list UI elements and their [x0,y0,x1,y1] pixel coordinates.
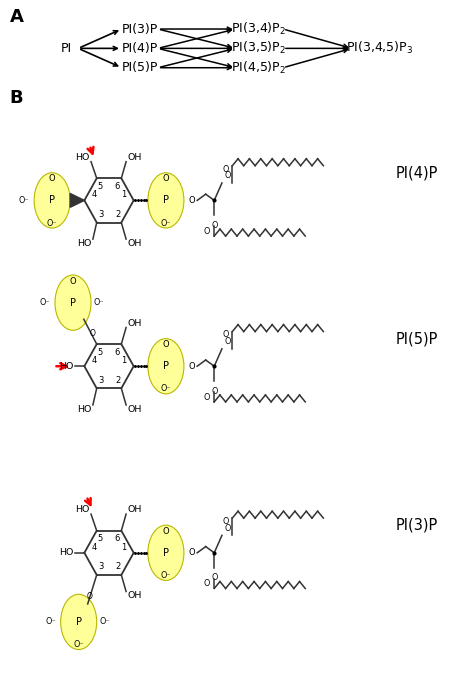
Text: B: B [9,89,23,107]
Text: O: O [70,276,76,285]
Text: HO: HO [77,405,91,414]
Text: 1: 1 [121,542,127,552]
Text: O: O [163,340,169,349]
Text: PI(3,5)P$_2$: PI(3,5)P$_2$ [231,40,286,57]
Text: P: P [163,548,169,558]
Ellipse shape [148,339,184,394]
Text: O: O [223,164,229,173]
Text: O: O [87,592,93,601]
Text: 5: 5 [98,182,103,191]
Text: O: O [189,361,195,371]
Polygon shape [70,193,84,207]
Text: P: P [163,361,169,371]
Text: 6: 6 [115,534,120,544]
Text: 5: 5 [98,348,103,357]
Text: O: O [189,548,195,558]
Text: O: O [224,337,231,346]
Text: O⁻: O⁻ [40,298,50,307]
Text: P: P [163,196,169,205]
Text: HO: HO [59,548,73,558]
Text: O: O [163,527,169,536]
Text: O⁻: O⁻ [73,640,84,649]
Ellipse shape [55,275,91,330]
Text: PI: PI [61,42,72,55]
Text: 4: 4 [91,190,97,200]
Ellipse shape [61,594,97,650]
Text: 5: 5 [98,534,103,544]
Text: 6: 6 [115,182,120,191]
Text: 6: 6 [115,348,120,357]
Text: O: O [203,227,210,236]
Text: O: O [223,517,229,526]
Text: O⁻: O⁻ [100,617,110,627]
Text: O: O [189,196,195,205]
Text: O⁻: O⁻ [161,218,171,227]
Text: PI(4)P: PI(4)P [122,42,158,55]
Text: OH: OH [128,405,142,414]
Text: OH: OH [128,153,142,162]
Text: O: O [211,387,218,396]
Text: 4: 4 [91,356,97,366]
Text: 3: 3 [98,562,103,571]
Text: 2: 2 [115,562,120,571]
Text: P: P [70,298,76,307]
Text: 3: 3 [98,209,103,219]
Text: HO: HO [59,361,73,371]
Text: OH: OH [128,591,142,600]
Text: 2: 2 [115,375,120,385]
Text: O⁻: O⁻ [19,196,29,205]
Text: O: O [203,392,210,401]
Text: O: O [211,574,218,583]
Text: 3: 3 [98,375,103,385]
Text: PI(3)P: PI(3)P [122,23,158,35]
Text: PI(5)P: PI(5)P [396,331,438,346]
Text: O: O [224,171,231,180]
Text: PI(5)P: PI(5)P [122,61,158,74]
Text: OH: OH [128,505,142,514]
Text: P: P [76,617,82,627]
Text: P: P [49,196,55,205]
Text: O: O [223,330,229,339]
Ellipse shape [148,525,184,580]
Text: O: O [224,524,231,533]
Text: O⁻: O⁻ [47,218,57,227]
Text: OH: OH [128,319,142,328]
Text: PI(4)P: PI(4)P [396,165,438,180]
Text: O: O [211,221,218,230]
Text: HO: HO [75,153,90,162]
Text: O: O [163,174,169,183]
Ellipse shape [148,173,184,228]
Text: O: O [90,329,96,339]
Text: O: O [203,579,210,588]
Text: 1: 1 [121,190,127,200]
Text: O: O [49,174,55,183]
Text: O⁻: O⁻ [94,298,104,307]
Text: O⁻: O⁻ [161,571,171,580]
Text: HO: HO [75,505,90,514]
Text: O⁻: O⁻ [161,384,171,393]
Text: OH: OH [128,239,142,248]
Text: O⁻: O⁻ [46,617,56,627]
Text: PI(3,4,5)P$_3$: PI(3,4,5)P$_3$ [346,40,413,57]
Text: HO: HO [77,239,91,248]
Text: 4: 4 [91,542,97,552]
Text: PI(3,4)P$_2$: PI(3,4)P$_2$ [231,21,286,37]
Text: PI(3)P: PI(3)P [396,518,438,533]
Text: 1: 1 [121,356,127,366]
Ellipse shape [34,173,70,228]
Text: PI(4,5)P$_2$: PI(4,5)P$_2$ [231,59,286,76]
Text: 2: 2 [115,209,120,219]
Text: A: A [9,8,23,26]
